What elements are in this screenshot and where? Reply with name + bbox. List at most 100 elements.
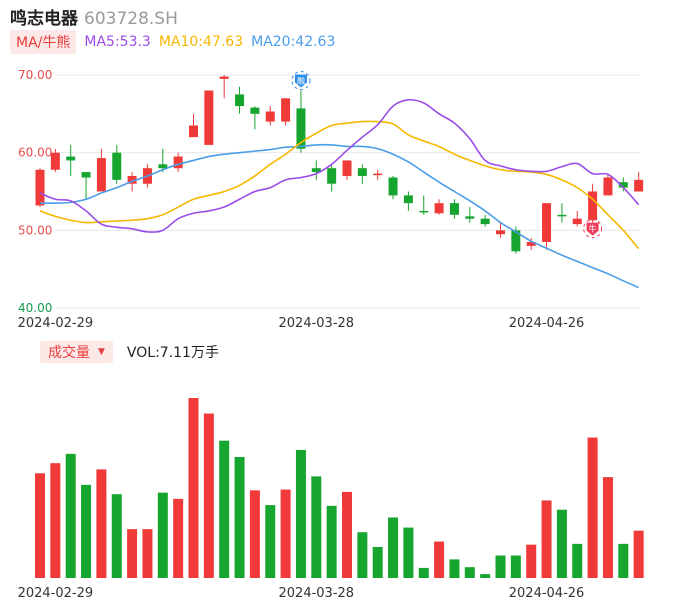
volume-bar (526, 544, 537, 578)
candle-body (235, 94, 245, 107)
volume-bar (618, 543, 629, 578)
shield-icon (294, 74, 307, 88)
ma10-line (39, 120, 640, 250)
candle-body (81, 172, 91, 178)
candle-body (419, 210, 429, 213)
volume-bar (541, 500, 552, 578)
candle-body (281, 98, 291, 122)
marker-ring (583, 219, 603, 239)
candle-body (158, 164, 168, 169)
volume-bar (219, 440, 230, 578)
ma10-legend: MA10:47.63 (158, 34, 244, 50)
volume-bar (372, 546, 383, 578)
volume-bar (403, 527, 414, 578)
stock-name: 鸣志电器 (10, 9, 78, 29)
volume-bar (556, 509, 567, 578)
signal-markers: 融牛 (291, 71, 603, 239)
volume-bar (127, 529, 138, 578)
candle-body (219, 76, 229, 79)
volume-bar (326, 505, 337, 578)
candle-body (189, 125, 198, 138)
price-axis: 70.00 60.00 50.00 40.00 (18, 68, 52, 315)
marker-label: 融 (297, 76, 305, 86)
marker-ring (291, 71, 311, 91)
candle-body (204, 90, 214, 145)
candle-body (480, 218, 490, 225)
price-grid (56, 74, 640, 309)
candle-body (572, 218, 582, 225)
ma5-legend: MA5:53.3 (84, 34, 151, 50)
candle-body (373, 173, 383, 176)
ma20-legend: MA20:42.63 (251, 34, 336, 50)
volume-bar (173, 498, 184, 578)
shield-icon (586, 222, 599, 236)
volume-bar (203, 413, 214, 578)
volume-bar (188, 398, 199, 578)
candle-body (35, 169, 45, 206)
candle-body (388, 177, 398, 196)
candle-body (618, 182, 628, 188)
buy-signal-marker: 融 (291, 71, 311, 91)
volume-bar (96, 469, 107, 578)
volume-bar (280, 489, 291, 578)
volume-date-axis: 2024-02-29 2024-03-28 2024-04-26 (18, 586, 585, 601)
candle-body (449, 203, 459, 215)
price-tick-label: 40.00 (18, 301, 52, 315)
caret-down-icon: ▼ (98, 347, 105, 357)
volume-toggle-button[interactable]: 成交量 ▼ (40, 341, 113, 363)
volume-bar (81, 484, 92, 578)
volume-bar (633, 530, 644, 578)
candle-body (603, 177, 613, 196)
volume-bar (434, 541, 445, 578)
price-tick-label: 60.00 (18, 146, 52, 160)
price-tick-label: 70.00 (18, 68, 52, 82)
volume-bar (495, 555, 506, 578)
ma-toggle-button[interactable]: MA/牛熊 (10, 30, 77, 54)
volume-bar (602, 477, 613, 578)
candle-body (403, 195, 413, 204)
candle-body (634, 179, 644, 192)
candle-body (66, 156, 76, 161)
volume-bar (572, 543, 583, 578)
volume-bar (311, 476, 322, 578)
volume-bar (464, 567, 475, 578)
candle-body (96, 158, 106, 192)
price-date-label: 2024-02-29 (18, 316, 94, 331)
volume-series (35, 398, 644, 578)
volume-bar (234, 456, 245, 578)
volume-bar (418, 567, 429, 578)
volume-bar (587, 437, 598, 578)
candle-body (542, 203, 552, 242)
candle-body (357, 168, 367, 176)
candle-body (342, 160, 352, 176)
candle-body (173, 156, 183, 169)
volume-date-label: 2024-03-28 (279, 586, 355, 601)
volume-bar (510, 555, 521, 578)
volume-bar (388, 517, 399, 578)
volume-date-label: 2024-02-29 (18, 586, 94, 601)
ma5-line (39, 98, 640, 233)
price-date-label: 2024-03-28 (279, 316, 355, 331)
ma-legend: MA/牛熊 MA5:53.3 MA10:47.63 MA20:42.63 (10, 30, 343, 54)
volume-toggle-label: 成交量 (48, 345, 90, 361)
volume-bar (249, 490, 260, 578)
volume-bar (111, 494, 122, 578)
volume-bar (50, 463, 61, 578)
volume-bar (449, 559, 460, 578)
candle-body (296, 108, 306, 149)
candle-body (511, 230, 521, 252)
price-date-label: 2024-04-26 (509, 316, 585, 331)
candle-body (50, 152, 60, 170)
candle-body (526, 241, 536, 246)
candle-body (496, 230, 505, 235)
candle-body (250, 107, 260, 114)
candle-body (465, 216, 475, 219)
candlestick-series (35, 75, 644, 254)
candle-body (327, 168, 337, 184)
candle-body (311, 168, 321, 173)
volume-bar (142, 529, 153, 578)
volume-bar (35, 473, 45, 578)
volume-bar (357, 532, 368, 578)
candle-body (588, 191, 598, 221)
